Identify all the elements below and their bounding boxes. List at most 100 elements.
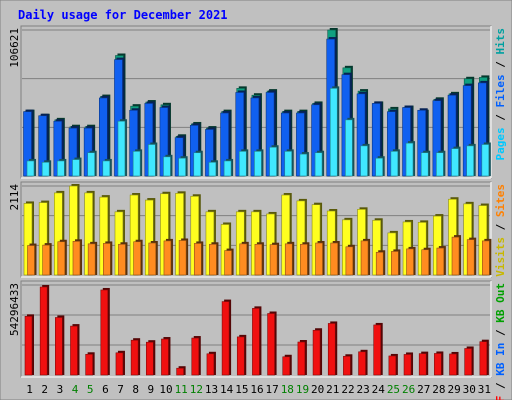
bar-pages-4: [72, 159, 80, 177]
bar-kbytes-3: [55, 317, 63, 376]
bar-kbytes-23: [358, 351, 366, 376]
bars-visits-sites: [23, 184, 492, 276]
bar-pages-3: [57, 160, 65, 177]
y-max-label: 106621: [8, 28, 21, 68]
bar-sites-24: [375, 251, 384, 276]
bar-sites-14: [224, 250, 232, 276]
legend-segment: /: [494, 323, 507, 343]
bar-kbytes-25: [388, 355, 397, 376]
legend-segment: Pages: [494, 127, 507, 160]
bar-kbytes-24: [373, 324, 382, 376]
bar-kbytes-31: [479, 341, 488, 376]
bar-kbytes-1: [24, 316, 33, 376]
x-tick-label: 20: [311, 383, 324, 396]
bar-kbytes-18: [282, 356, 291, 376]
series-legend-label: Pages / Files / Hits: [494, 28, 507, 161]
legend-segment: /: [494, 217, 507, 237]
bar-pages-24: [375, 157, 384, 177]
bar-pages-19: [299, 153, 308, 177]
x-tick-label: 16: [250, 383, 263, 396]
x-tick-label: 1: [26, 383, 33, 396]
x-axis-labels: 1 2 3 4 5 6 7 8 9 10 11 12 13 14 15 16 17 18 19 20 21 22 23 24 2…: [26, 383, 491, 396]
bars-pages-files: [23, 28, 491, 177]
bar-sites-18: [284, 243, 293, 276]
bar-pages-1: [26, 160, 35, 177]
bar-sites-8: [133, 241, 141, 276]
bar-kbytes-15: [236, 336, 245, 376]
x-tick-label: 22: [341, 383, 354, 396]
bar-kbytes-20: [312, 329, 321, 376]
x-tick-label: 24: [372, 383, 386, 396]
bar-kbytes-10: [161, 338, 169, 376]
bar-pages-2: [41, 162, 50, 177]
x-tick-label: 23: [357, 383, 370, 396]
bar-sites-17: [269, 244, 278, 276]
bar-sites-1: [27, 245, 35, 276]
bar-sites-13: [209, 243, 217, 276]
bar-pages-10: [163, 156, 171, 177]
bar-sites-3: [57, 241, 66, 276]
x-tick-label: 12: [190, 383, 203, 396]
bar-kbytes-5: [85, 353, 93, 376]
legend-segment: KB In: [494, 343, 507, 376]
bar-pages-27: [420, 152, 429, 177]
bar-pages-26: [405, 142, 414, 177]
bar-sites-19: [300, 243, 308, 276]
x-tick-label: 15: [235, 383, 248, 396]
series-legend-label: KB F / KB In / KB Out: [494, 283, 507, 400]
bar-sites-11: [178, 240, 187, 276]
panel-kbytes: 54296433 KB F / KB In / KB Out: [8, 280, 507, 405]
x-tick-label: 21: [326, 383, 339, 396]
bar-pages-8: [132, 151, 141, 177]
y-max-label: 2114: [8, 184, 21, 211]
legend-segment: KB Out: [494, 283, 507, 323]
bar-sites-21: [330, 242, 339, 276]
bar-pages-25: [390, 151, 399, 177]
x-tick-label: 2: [41, 383, 48, 396]
bar-kbytes-9: [145, 341, 154, 376]
bar-pages-30: [466, 145, 474, 177]
bar-pages-7: [117, 120, 126, 177]
legend-segment: Hits: [494, 28, 507, 55]
bar-kbytes-16: [252, 308, 260, 376]
bar-kbytes-21: [327, 323, 336, 376]
bar-kbytes-30: [464, 348, 472, 376]
bar-kbytes-28: [434, 353, 442, 376]
bar-sites-5: [87, 243, 96, 276]
bar-pages-11: [178, 157, 186, 177]
bar-sites-26: [406, 248, 414, 276]
bar-sites-28: [436, 247, 445, 276]
chart-title: Daily usage for December 2021: [18, 8, 228, 22]
bar-kbytes-2: [39, 286, 48, 376]
legend-segment: Visits: [494, 237, 507, 277]
x-tick-label: 29: [447, 383, 460, 396]
bar-pages-9: [147, 144, 156, 177]
bar-kbytes-7: [115, 352, 124, 376]
x-tick-label: 17: [266, 383, 279, 396]
bar-pages-12: [193, 152, 202, 177]
x-tick-label: 28: [432, 383, 445, 396]
x-tick-label: 9: [148, 383, 155, 396]
bar-sites-6: [103, 243, 111, 276]
bar-sites-4: [72, 241, 81, 276]
panel-visits-sites: 2114 Visits / Sites: [8, 181, 507, 278]
bar-pages-14: [223, 160, 232, 177]
bar-sites-7: [118, 243, 126, 276]
bar-kbytes-4: [70, 325, 78, 376]
x-tick-label: 19: [296, 383, 309, 396]
legend-segment: /: [494, 55, 507, 75]
bar-sites-27: [421, 249, 429, 276]
bar-pages-17: [269, 146, 277, 177]
x-tick-label: 11: [175, 383, 188, 396]
bar-sites-30: [466, 239, 475, 276]
bar-pages-31: [481, 144, 490, 177]
bar-kbytes-22: [343, 355, 351, 376]
bar-pages-23: [360, 145, 368, 177]
bar-sites-12: [193, 243, 202, 276]
bar-sites-15: [239, 243, 248, 276]
x-tick-label: 30: [463, 383, 476, 396]
bar-kbytes-6: [100, 289, 109, 376]
x-tick-label: 10: [159, 383, 172, 396]
